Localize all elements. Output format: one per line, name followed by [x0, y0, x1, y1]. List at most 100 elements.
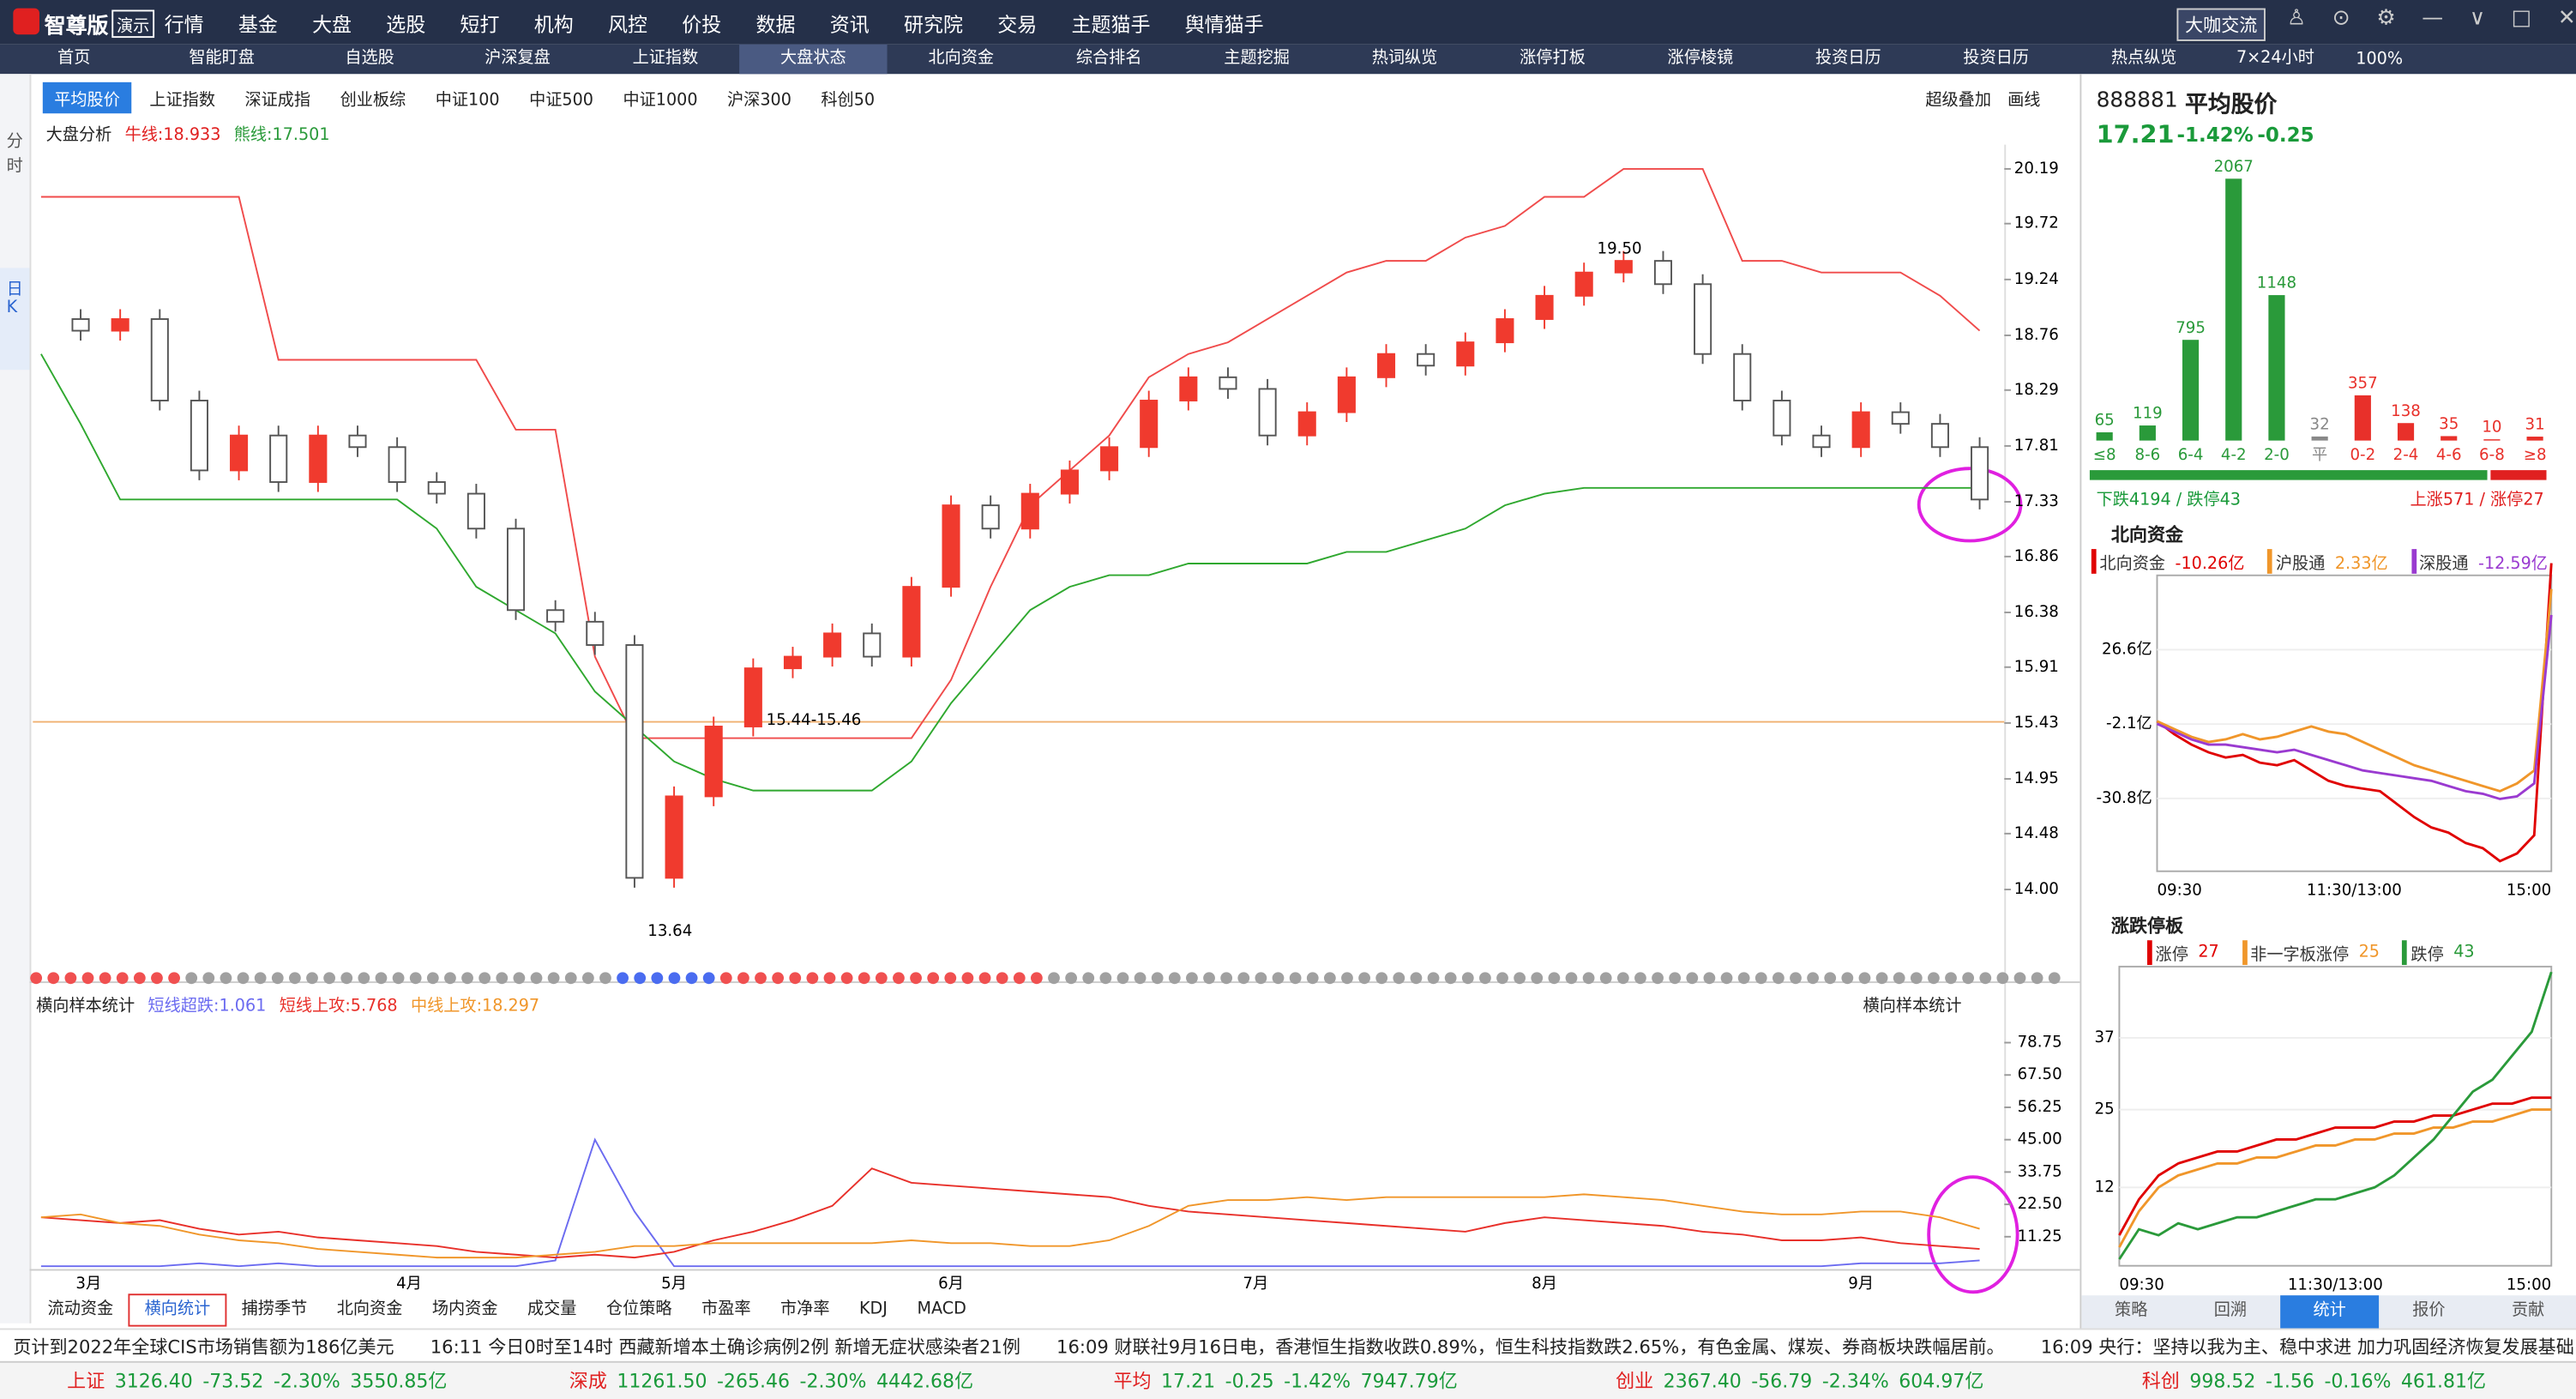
menu-item[interactable]: 短打	[460, 13, 500, 37]
annotation: 15.44-15.46	[767, 711, 862, 729]
window-icons[interactable]: ♙⊙⚙—∨□✕	[2286, 6, 2576, 32]
index-change: -265.46	[716, 1369, 791, 1393]
index-button[interactable]: 中证500	[529, 92, 593, 111]
right-tab[interactable]: 统计	[2279, 1295, 2380, 1329]
bottom-tab[interactable]: KDJ	[858, 1300, 888, 1319]
news-item[interactable]: 16:09 央行：坚持以我为主、稳中求进 加力巩固经济恢复发展基础	[2040, 1336, 2574, 1359]
state-dot	[1479, 972, 1491, 985]
bottom-tab[interactable]: 仓位策略	[605, 1300, 672, 1319]
bottom-tab[interactable]: 捕捞季节	[241, 1300, 308, 1319]
state-dot	[1754, 972, 1767, 985]
state-dot	[634, 972, 647, 985]
state-dot	[306, 972, 318, 985]
state-dot	[685, 972, 698, 985]
index-button[interactable]: 创业板综	[340, 92, 406, 111]
x-tick-label: 9月	[1848, 1275, 1874, 1293]
y-tick-label: 22.50	[2018, 1195, 2062, 1213]
news-item[interactable]: 16:11 今日0时至14时 西藏新增本土确诊病例2例 新增无症状感染者21例	[430, 1336, 1020, 1359]
state-dot	[202, 972, 215, 985]
bottom-tab[interactable]: 横向统计	[128, 1293, 227, 1327]
y-tick-label: 14.95	[2014, 769, 2059, 787]
tab[interactable]: 首页	[57, 49, 91, 68]
menu-item[interactable]: 数据	[755, 13, 796, 37]
index-button[interactable]: 上证指数	[149, 92, 215, 111]
state-dot	[1652, 972, 1664, 985]
state-dot	[133, 972, 146, 985]
zoom[interactable]: 100%	[2356, 50, 2404, 69]
index-button[interactable]: 深证成指	[244, 92, 311, 111]
menu-item[interactable]: 主题猫手	[1071, 13, 1151, 37]
index-button[interactable]: 平均股价	[42, 81, 132, 114]
menu-item[interactable]: 机构	[533, 13, 574, 37]
candle	[1812, 434, 1831, 449]
candle	[1694, 283, 1712, 355]
state-dot	[581, 972, 594, 985]
tab[interactable]: 综合排名	[1075, 49, 1142, 68]
candle	[1773, 400, 1791, 437]
tab[interactable]: 主题挖掘	[1224, 49, 1290, 68]
tab[interactable]: 7×24小时	[2236, 49, 2314, 68]
tab[interactable]: 涨停棱镜	[1667, 49, 1734, 68]
menu-item[interactable]: 资讯	[829, 13, 870, 37]
bottom-tab[interactable]: MACD	[917, 1300, 966, 1319]
tab[interactable]: 大盘状态	[739, 44, 888, 75]
tab[interactable]: 热词纵览	[1371, 49, 1438, 68]
bottom-tab[interactable]: 市净率	[780, 1300, 830, 1319]
side-tab[interactable]: 分时	[6, 133, 23, 177]
bottom-tab[interactable]: 成交量	[527, 1300, 577, 1319]
tab[interactable]: 投资日历	[1963, 49, 2030, 68]
state-dot	[1548, 972, 1561, 985]
menu-item[interactable]: 大盘	[312, 13, 352, 37]
bottom-tab[interactable]: 市盈率	[701, 1300, 751, 1319]
tab[interactable]: 涨停打板	[1520, 49, 1586, 68]
tab[interactable]: 自选股	[345, 49, 394, 68]
index-button[interactable]: 中证1000	[623, 92, 698, 111]
bar-value: 10	[2482, 419, 2501, 437]
y-tick-label: 16.38	[2014, 603, 2059, 621]
y-tick-label: 20.19	[2014, 160, 2059, 178]
index-button[interactable]: 沪深300	[727, 92, 791, 111]
menu-item[interactable]: 选股	[386, 13, 426, 37]
state-dot	[237, 972, 250, 985]
menu-item[interactable]: 交易	[997, 13, 1038, 37]
menu-item[interactable]: 研究院	[904, 13, 963, 37]
series-line	[2156, 588, 2553, 793]
tab[interactable]: 投资日历	[1815, 49, 1881, 68]
side-tab[interactable]: 日K	[6, 280, 23, 317]
right-tab[interactable]: 回溯	[2213, 1301, 2248, 1320]
tool-button[interactable]: 画线	[2007, 92, 2041, 111]
legend-value: 25	[2358, 944, 2380, 962]
state-dot	[1393, 972, 1405, 985]
news-item[interactable]: 16:09 财联社9月16日电，香港恒生指数收跌0.89%，恒生科技指数跌2.6…	[1056, 1336, 2005, 1359]
y-tick-label: -2.1亿	[2106, 715, 2152, 733]
tool-button[interactable]: 超级叠加	[1925, 92, 1991, 111]
state-dot	[1669, 972, 1682, 985]
state-dot	[1427, 972, 1440, 985]
exchange-button[interactable]: 大咖交流	[2176, 8, 2266, 41]
menu-item[interactable]: 舆情猫手	[1184, 13, 1264, 37]
index-button[interactable]: 科创50	[821, 92, 876, 111]
state-dot	[755, 972, 767, 985]
right-tab[interactable]: 报价	[2412, 1301, 2446, 1320]
bottom-tab[interactable]: 场内资金	[431, 1300, 498, 1319]
index-button[interactable]: 中证100	[435, 92, 500, 111]
tab[interactable]: 热点纵览	[2110, 49, 2177, 68]
menu-item[interactable]: 行情	[164, 13, 204, 37]
annotation: 19.50	[1598, 240, 1642, 258]
bottom-tab[interactable]: 北向资金	[336, 1300, 403, 1319]
right-tab[interactable]: 策略	[2115, 1301, 2148, 1320]
series-line	[2156, 614, 2553, 800]
news-item[interactable]: 页计到2022年全球CIS市场销售额为186亿美元	[13, 1336, 394, 1359]
tab[interactable]: 智能盯盘	[189, 49, 255, 68]
right-tab[interactable]: 贡献	[2511, 1301, 2545, 1320]
tab[interactable]: 沪深复盘	[485, 49, 551, 68]
index-amount: 7947.79亿	[1360, 1369, 1458, 1393]
menu-item[interactable]: 风控	[608, 13, 648, 37]
candle	[1337, 376, 1356, 413]
tab[interactable]: 北向资金	[928, 49, 995, 68]
menu-item[interactable]: 基金	[238, 13, 278, 37]
bottom-tab[interactable]: 流动资金	[47, 1300, 114, 1319]
menu-item[interactable]: 价投	[682, 13, 722, 37]
tab[interactable]: 上证指数	[632, 49, 699, 68]
